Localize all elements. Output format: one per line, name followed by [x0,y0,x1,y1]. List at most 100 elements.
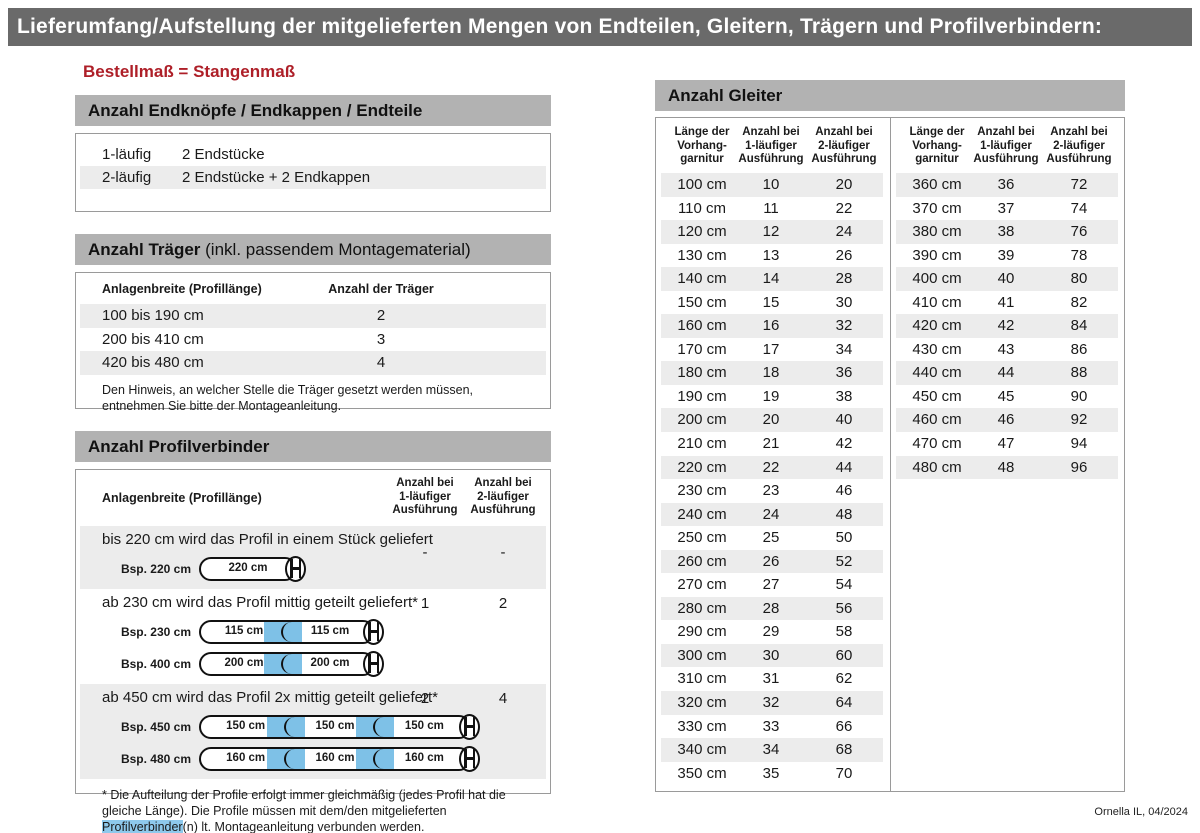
end-knob-bar [464,757,475,760]
table-row: 380 cm 38 76 [891,220,1124,244]
table-row: 370 cm 37 74 [891,197,1124,221]
gleiter-count-1-laeufig: 33 [762,717,780,735]
table-row: 440 cm 44 88 [891,361,1124,385]
gleiter-table: Länge der Vorhang-garnitur Anzahl bei 1-läu… [655,117,1125,792]
profilverbinder-table-header: Anlagenbreite (Profillänge) Anzahl bei 1-… [76,470,550,526]
pv-count-2-laeufig: 4 [498,690,508,707]
profile-example-label: Bsp. 450 cm [120,720,191,734]
table-row: 270 cm 27 54 [656,573,889,597]
table-row: 300 cm 30 60 [656,643,889,668]
pv-col-2-laeufig: Anzahl bei 2-läufiger Ausführung [470,477,536,516]
gleiter-count-2-laeufig: 62 [835,670,853,688]
section-header-gleiter: Anzahl Gleiter [655,80,1125,111]
gleiter-col-header: Länge der Vorhang-garnitur [909,126,965,165]
gleiter-count-1-laeufig: 25 [762,529,780,547]
endteile-parts: 2 Endstücke + 2 Endkappen [182,169,371,186]
end-knob-bar [464,725,475,728]
table-row: 470 cm 47 94 [891,432,1124,456]
gleiter-length: 130 cm [677,246,727,264]
gleiter-length: 400 cm [912,270,962,288]
gleiter-length: 140 cm [677,270,727,288]
gleiter-count-2-laeufig: 78 [1070,246,1088,264]
gleiter-length: 150 cm [677,293,727,311]
table-row: 130 cm 13 26 [656,244,889,268]
traeger-count: 3 [376,330,386,348]
gleiter-count-1-laeufig: 16 [762,317,780,335]
gleiter-count-1-laeufig: 22 [762,458,780,476]
table-row: 170 cm 17 34 [656,338,889,362]
table-row: 210 cm 21 42 [656,432,889,456]
gleiter-length: 220 cm [677,458,727,476]
table-row: 230 cm 23 46 [656,479,889,503]
gleiter-count-2-laeufig: 48 [835,505,853,523]
table-row: 400 cm 40 80 [891,267,1124,291]
segment-joint-arc [280,654,294,674]
gleiter-count-1-laeufig: 46 [997,411,1015,429]
gleiter-count-1-laeufig: 19 [762,387,780,405]
gleiter-length: 270 cm [677,576,727,594]
gleiter-count-1-laeufig: 14 [762,270,780,288]
gleiter-count-2-laeufig: 44 [835,458,853,476]
table-row: 200 bis 410 cm 3 [76,328,550,352]
gleiter-header-right: Länge der Vorhang-garnitur Anzahl bei 1-läu… [891,118,1124,173]
profile-diagram: Bsp. 230 cm 115 cm 115 cm [76,618,550,645]
end-knob-icon [459,745,480,772]
profile-example-label: Bsp. 230 cm [120,625,191,639]
end-knob-icon [363,650,384,677]
gleiter-length: 230 cm [677,482,727,500]
gleiter-length: 350 cm [677,764,727,782]
gleiter-subtable-left: Länge der Vorhang-garnitur Anzahl bei 1-läu… [656,118,889,791]
gleiter-count-2-laeufig: 80 [1070,270,1088,288]
gleiter-count-1-laeufig: 35 [762,764,780,782]
end-knob-icon [459,713,480,740]
gleiter-count-2-laeufig: 38 [835,387,853,405]
gleiter-length: 110 cm [677,199,727,217]
gleiter-length: 430 cm [912,340,962,358]
gleiter-count-2-laeufig: 50 [835,529,853,547]
table-row: 410 cm 41 82 [891,291,1124,315]
gleiter-header-left: Länge der Vorhang-garnitur Anzahl bei 1-läu… [656,118,889,173]
gleiter-count-2-laeufig: 84 [1070,317,1088,335]
gleiter-length: 480 cm [912,458,962,476]
gleiter-count-1-laeufig: 43 [997,340,1015,358]
pv-count-1-laeufig: 2 [420,690,430,707]
gleiter-count-1-laeufig: 29 [762,623,780,641]
traeger-count: 2 [376,307,386,324]
gleiter-count-2-laeufig: 36 [835,364,853,382]
gleiter-count-2-laeufig: 58 [835,623,853,641]
gleiter-count-2-laeufig: 34 [835,340,853,358]
endteile-table: 1-läufig 2 Endstücke 2-läufig 2 Endstücke +… [75,133,551,212]
segment-joint-arc [373,717,386,737]
traeger-range: 200 bis 410 cm [102,330,204,348]
gleiter-length: 460 cm [912,411,962,429]
traeger-count: 4 [376,354,386,371]
table-row: 430 cm 43 86 [891,338,1124,362]
endteile-parts: 2 Endstücke [182,146,265,163]
gleiter-count-2-laeufig: 32 [835,317,853,335]
traeger-col-count: Anzahl der Träger [328,282,434,296]
gleiter-count-1-laeufig: 11 [763,199,779,217]
endteile-run-type: 1-läufig [102,146,152,163]
traeger-table: Anlagenbreite (Profillänge) Anzahl der T… [75,272,551,413]
gleiter-count-1-laeufig: 39 [997,246,1015,264]
profile-diagram: Bsp. 220 cm 220 cm [76,555,550,582]
table-row: 100 cm 10 20 [656,173,889,197]
profile-segment-length: 115 cm [310,625,350,637]
section-header-traeger: Anzahl Träger (inkl. passendem Montagema… [75,234,551,265]
table-row: bis 220 cm wird das Profil in einem Stüc… [76,526,550,589]
gleiter-count-1-laeufig: 28 [762,599,780,617]
gleiter-length: 300 cm [677,646,727,664]
end-knob-icon [363,618,384,645]
gleiter-count-1-laeufig: 21 [762,435,780,453]
gleiter-count-1-laeufig: 48 [997,458,1015,476]
gleiter-count-2-laeufig: 72 [1070,176,1088,193]
gleiter-length: 210 cm [677,435,727,453]
profile-segment-length: 150 cm [404,720,444,732]
gleiter-count-2-laeufig: 76 [1070,223,1088,241]
profilverbinder-footnote: * Die Aufteilung der Profile erfolgt imm… [102,788,506,833]
gleiter-count-2-laeufig: 68 [835,741,853,759]
section-title-endteile: Anzahl Endknöpfe / Endkappen / Endteile [88,100,423,120]
profilverbinder-rows: bis 220 cm wird das Profil in einem Stüc… [76,526,550,779]
pv-count-2-laeufig: - [500,544,506,561]
